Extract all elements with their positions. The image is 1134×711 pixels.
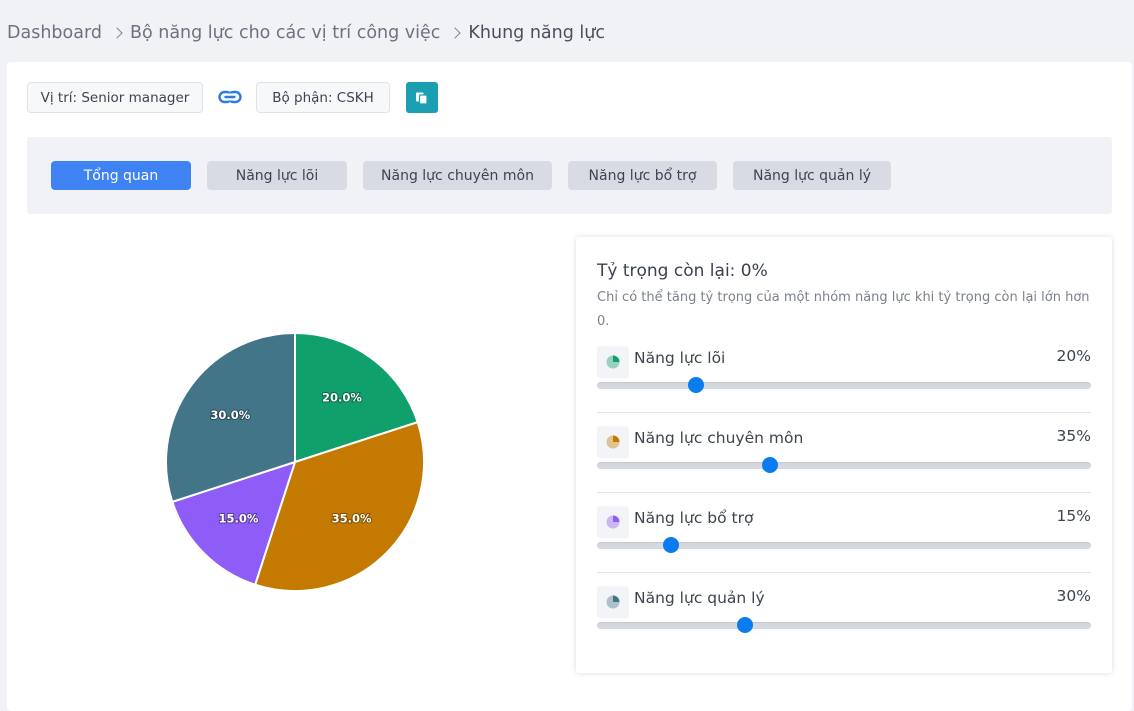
category-tabs: Tổng quan Năng lực lõi Năng lực chuyên m… [27, 137, 1112, 214]
remaining-weight-title: Tỷ trọng còn lại: 0% [597, 261, 768, 281]
group-row-supporting: Năng lực bổ trợ 15% [597, 492, 1091, 572]
group-name: Năng lực lõi [634, 349, 726, 367]
group-name: Năng lực bổ trợ [634, 509, 754, 527]
link-icon[interactable] [218, 88, 242, 106]
copy-icon [416, 92, 428, 105]
pie-icon-wedge [613, 595, 620, 602]
slider-thumb[interactable] [761, 457, 778, 473]
remaining-weight-hint: Chỉ có thể tăng tỷ trọng của một nhóm nă… [597, 290, 1090, 329]
pie-chart-icon [597, 426, 629, 458]
pie-slice-label-3: 15.0% [218, 512, 258, 526]
pie-icon-wedge [613, 435, 620, 442]
weight-slider-management[interactable] [597, 617, 1091, 633]
pie-chart-icon [597, 506, 629, 538]
pie-chart-icon [597, 346, 629, 378]
divider [597, 412, 1091, 413]
pie-icon-wedge [613, 515, 620, 522]
slider-thumb[interactable] [663, 537, 680, 553]
chevron-right-icon [111, 27, 123, 39]
pie-slice-2[interactable] [253, 420, 425, 592]
pie-chart-icon [597, 586, 629, 618]
group-value: 15% [1056, 507, 1091, 525]
pie-icon-wedge [613, 355, 620, 362]
group-value: 35% [1056, 427, 1091, 445]
breadcrumb-dashboard-link[interactable]: Dashboard [7, 23, 102, 43]
weight-pie-chart: 20.0% 35.0% 15.0% 30.0% [147, 314, 447, 614]
divider [597, 492, 1091, 493]
weight-panel: Tỷ trọng còn lại: 0% Chỉ có thể tăng tỷ … [576, 237, 1112, 673]
group-value: 20% [1056, 347, 1091, 365]
slider-thumb[interactable] [737, 617, 754, 633]
tab-professional-competency[interactable]: Năng lực chuyên môn [363, 161, 552, 190]
department-chip[interactable]: Bộ phận: CSKH [256, 82, 390, 113]
tab-core-competency[interactable]: Năng lực lõi [207, 161, 347, 190]
group-name: Năng lực quản lý [634, 589, 765, 607]
group-row-management: Năng lực quản lý 30% [597, 572, 1091, 652]
competency-framework-card: Vị trí: Senior manager Bộ phận: CSKH Tổn… [7, 62, 1132, 711]
breadcrumb-competency-sets-link[interactable]: Bộ năng lực cho các vị trí công việc [129, 23, 441, 43]
group-row-professional: Năng lực chuyên môn 35% [597, 412, 1091, 492]
weight-slider-professional[interactable] [597, 457, 1091, 473]
copy-button[interactable] [406, 82, 438, 113]
pie-slice-4[interactable] [165, 331, 296, 504]
breadcrumb: Dashboard Bộ năng lực cho các vị trí côn… [7, 20, 605, 46]
group-name: Năng lực chuyên môn [634, 429, 804, 447]
pie-slice-label-4: 30.0% [210, 408, 250, 422]
pie-chart-svg: 20.0% 35.0% 15.0% 30.0% [165, 331, 425, 592]
divider [597, 572, 1091, 573]
breadcrumb-current-page: Khung năng lực [468, 23, 605, 43]
tab-overview[interactable]: Tổng quan [51, 161, 191, 190]
tab-management-competency[interactable]: Năng lực quản lý [733, 161, 891, 190]
group-row-core: Năng lực lõi 20% [597, 332, 1091, 412]
tab-supporting-competency[interactable]: Năng lực bổ trợ [568, 161, 717, 190]
group-value: 30% [1056, 587, 1091, 605]
pie-slice-label-2: 35.0% [332, 512, 372, 526]
pie-slice-label-1: 20.0% [322, 390, 362, 404]
slider-thumb[interactable] [687, 377, 704, 393]
pie-slice-1[interactable] [294, 331, 419, 464]
weight-slider-core[interactable] [597, 377, 1091, 393]
position-chip[interactable]: Vị trí: Senior manager [27, 82, 203, 113]
weight-slider-supporting[interactable] [597, 537, 1091, 553]
chevron-right-icon [449, 27, 462, 39]
